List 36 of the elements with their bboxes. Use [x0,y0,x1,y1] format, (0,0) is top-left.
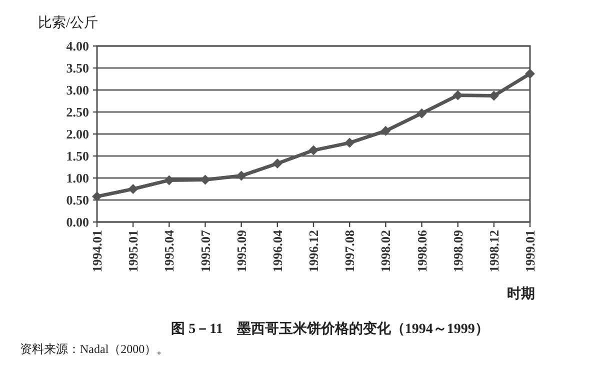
x-tick-label: 1998.12 [486,230,502,272]
x-tick-label: 1997.08 [342,230,358,272]
point [344,138,355,148]
point [236,170,246,181]
y-tick-label: 2.00 [66,126,89,142]
y-axis-title: 比索/公斤 [38,15,98,31]
text: 资料来源：Nadal（2000）。 [20,342,169,356]
x-tick-label: 1995.01 [126,230,141,272]
text: 图 5－11 墨西哥玉米饼价格的变化（1994～1999） [171,320,489,337]
x-tick-label: 1995.04 [162,230,177,272]
x-tick-label: 1998.09 [450,230,466,272]
point [128,184,138,194]
x-tick-label: 1995.09 [234,230,249,272]
y-tick-label: 4.00 [66,38,89,54]
point [525,68,535,79]
y-tick-label: 0.00 [66,214,89,230]
x-tick-label: 1994.01 [90,230,104,272]
x-tick-label: 1998.06 [414,230,430,272]
x-tick-label: 1996.04 [270,230,285,272]
y-tick-label: 1.50 [66,148,89,164]
x-tick-label: 1998.02 [378,230,394,272]
point [308,145,318,156]
point [92,191,102,202]
point [452,90,463,100]
point [380,126,391,136]
y-tick-label: 3.00 [66,82,89,98]
x-tick-label: 1999.01 [522,230,538,272]
point [416,108,427,118]
x-axis-title: 时期 [507,286,535,302]
x-tick-label: 1996.12 [306,230,321,272]
point [272,158,282,168]
y-tick-label: 2.50 [66,104,89,120]
y-tick-label: 1.00 [66,170,89,186]
y-tick-label: 3.50 [66,60,89,76]
y-tick-label: 0.50 [66,192,89,208]
x-tick-label: 1995.07 [198,230,213,272]
